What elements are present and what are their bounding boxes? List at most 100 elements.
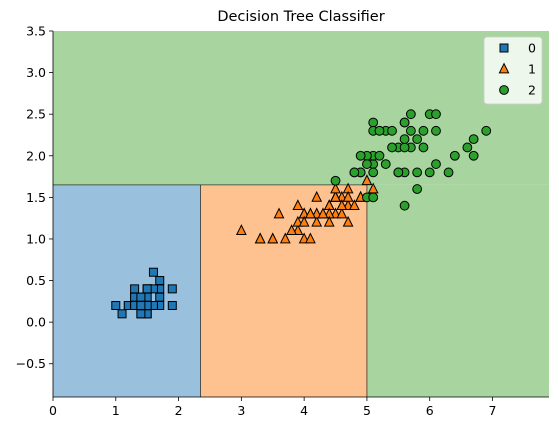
x-tick-label: 7 [489, 403, 497, 418]
data-point-class-2 [412, 167, 423, 178]
data-point-class-2 [399, 142, 410, 153]
legend-box [483, 36, 543, 105]
data-point-class-1 [361, 174, 373, 186]
data-point-class-1 [286, 224, 297, 236]
data-point-class-0 [155, 276, 165, 286]
data-point-class-2 [481, 125, 492, 136]
data-point-class-1 [342, 215, 354, 227]
legend-marker-class-1 [498, 62, 510, 74]
data-point-class-2 [330, 175, 341, 186]
decision-regions [53, 31, 549, 397]
data-point-class-2 [431, 109, 441, 120]
data-point-class-1 [305, 207, 316, 219]
data-point-class-1 [336, 207, 348, 219]
y-tick-label: 2.0 [26, 148, 46, 163]
data-point-class-1 [336, 199, 348, 211]
data-point-class-2 [431, 125, 441, 136]
x-tick-label: 2 [175, 403, 183, 418]
data-point-class-0 [148, 267, 158, 277]
data-point-class-2 [380, 159, 391, 169]
data-point-class-1 [235, 224, 247, 236]
data-point-class-2 [443, 167, 454, 178]
data-point-class-1 [279, 232, 291, 244]
data-point-class-2 [374, 150, 385, 161]
y-tick-label: 3.0 [26, 65, 46, 80]
data-point-class-0 [142, 284, 152, 294]
data-point-class-0 [136, 301, 146, 310]
data-point-class-1 [317, 207, 329, 219]
data-point-class-2 [468, 150, 479, 161]
legend-marker-class-2 [499, 85, 509, 95]
data-point-class-2 [349, 167, 360, 178]
y-tick-label: 1.0 [26, 231, 46, 246]
data-point-class-1 [323, 215, 335, 227]
data-point-class-0 [117, 309, 127, 319]
y-tick-label: 2.5 [26, 107, 46, 122]
data-point-class-0 [111, 301, 121, 310]
data-point-class-2 [368, 192, 379, 203]
x-tick-label: 3 [237, 403, 245, 418]
data-point-class-2 [399, 134, 410, 145]
data-point-class-1 [311, 215, 323, 227]
data-point-class-1 [273, 207, 285, 219]
x-tick-label: 4 [300, 403, 308, 418]
data-point-class-2 [374, 125, 385, 136]
legend-label: 2 [528, 83, 536, 98]
legend-label: 1 [528, 62, 536, 77]
data-point-class-2 [418, 125, 429, 136]
data-point-class-2 [462, 142, 473, 153]
data-point-class-1 [330, 182, 341, 194]
data-point-class-1 [311, 190, 323, 202]
data-point-class-2 [418, 142, 429, 153]
decision-region-class-0 [53, 184, 201, 397]
data-point-class-2 [368, 117, 379, 128]
x-tick-label: 0 [49, 403, 57, 418]
data-point-class-0 [136, 309, 146, 319]
y-tick-label: 3.5 [26, 24, 46, 39]
decision-region-class-2 [53, 31, 549, 185]
y-tick-label: 0.5 [26, 273, 46, 288]
data-point-class-1 [267, 232, 279, 244]
legend-marker-class-0 [499, 43, 509, 53]
data-points [111, 109, 492, 319]
data-point-class-0 [155, 292, 165, 302]
data-point-class-2 [399, 200, 410, 211]
y-tick-label: 0.0 [26, 315, 46, 330]
data-point-class-0 [130, 284, 140, 294]
data-point-class-1 [330, 190, 341, 202]
data-point-class-2 [405, 109, 416, 120]
data-point-class-2 [393, 167, 404, 178]
data-point-class-1 [254, 232, 266, 244]
x-tick-label: 1 [112, 403, 120, 418]
y-tick-label: −0.5 [16, 356, 46, 371]
data-point-class-0 [167, 284, 177, 294]
data-point-class-2 [412, 184, 423, 194]
data-point-class-2 [387, 125, 397, 136]
data-point-class-2 [399, 117, 410, 128]
data-point-class-1 [342, 190, 354, 202]
legend-label: 0 [528, 41, 536, 56]
data-point-class-2 [431, 159, 441, 169]
data-point-class-2 [449, 150, 460, 161]
data-point-class-1 [292, 199, 304, 211]
data-point-class-2 [368, 167, 379, 178]
decision-region-class-1 [200, 184, 367, 397]
data-point-class-1 [305, 232, 316, 244]
data-point-class-1 [348, 199, 360, 211]
data-point-class-1 [298, 215, 310, 227]
data-point-class-0 [167, 301, 177, 310]
x-tick-label: 5 [363, 403, 371, 418]
y-tick-label: 1.5 [26, 190, 46, 205]
data-point-class-2 [405, 125, 416, 136]
data-point-class-2 [468, 134, 479, 145]
data-point-class-2 [424, 167, 435, 178]
chart-title: Decision Tree Classifier [217, 9, 384, 25]
decision-boundaries [53, 184, 368, 397]
data-point-class-2 [362, 159, 372, 169]
data-point-class-2 [355, 150, 366, 161]
decision-region-class-2 [366, 184, 549, 397]
legend: 0 1 2 [483, 36, 543, 105]
data-point-class-2 [387, 142, 397, 153]
